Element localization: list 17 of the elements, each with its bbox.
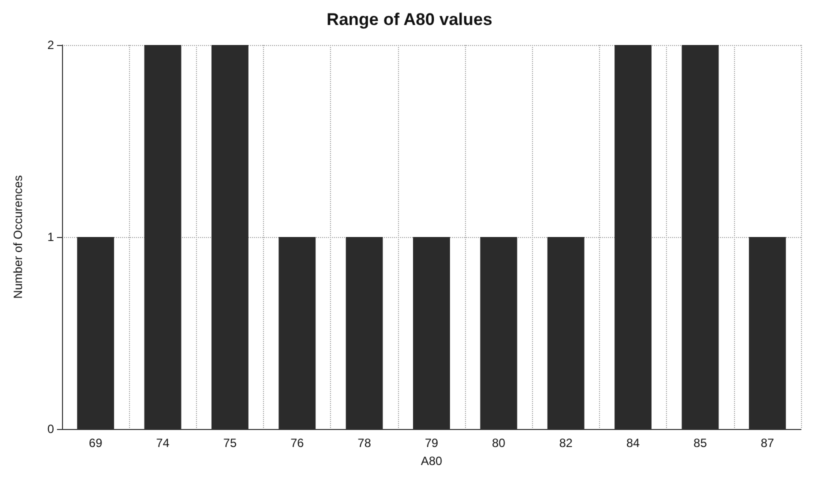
y-tick-label: 1 <box>47 230 54 244</box>
y-tick-label: 0 <box>47 422 54 436</box>
x-tick-label: 82 <box>559 436 573 450</box>
y-axis-title: Number of Occurences <box>11 175 25 299</box>
chart-title: Range of A80 values <box>326 10 492 29</box>
x-tick-label: 76 <box>290 436 304 450</box>
x-tick-label: 75 <box>223 436 237 450</box>
y-tick-label: 2 <box>47 38 54 52</box>
x-tick-label: 87 <box>760 436 774 450</box>
x-tick-label: 69 <box>88 436 103 450</box>
x-axis-title: A80 <box>420 454 442 468</box>
x-tick-label: 84 <box>626 436 640 450</box>
x-tick-label: 74 <box>156 436 170 450</box>
x-tick-label: 79 <box>424 436 438 450</box>
x-tick-label: 78 <box>358 436 372 450</box>
x-tick-label: 85 <box>694 436 708 450</box>
x-tick-label: 80 <box>492 436 506 450</box>
